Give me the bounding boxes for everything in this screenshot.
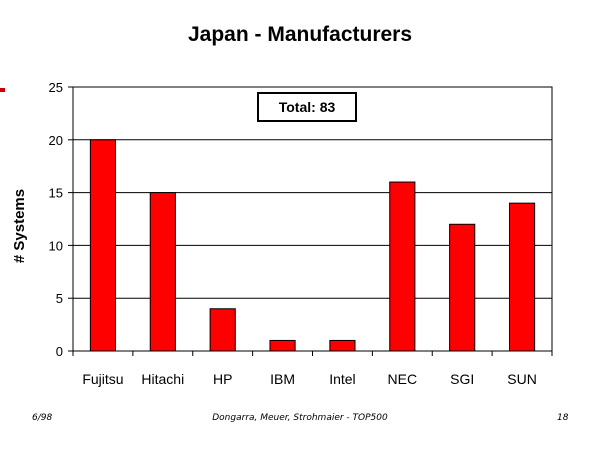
plot-area — [72, 86, 553, 352]
bar-sun — [508, 202, 536, 352]
bar-ibm — [269, 339, 296, 352]
footer-page-number: 18 — [557, 413, 569, 423]
x-axis-ticks: Fujitsu Hitachi HP IBM Intel NEC SGI SUN — [72, 351, 553, 387]
y-tick-label: 20 — [49, 133, 63, 148]
bar-sgi — [449, 223, 476, 352]
gridlines — [73, 139, 552, 299]
footer-authors: Dongarra, Meuer, Strohmaier - TOP500 — [212, 413, 388, 423]
x-tick-label: Fujitsu — [82, 371, 123, 387]
bar-hp — [209, 308, 236, 352]
chart-title: Japan - Manufacturers — [188, 23, 412, 46]
y-tick-label: 25 — [49, 80, 63, 95]
total-annotation: Total: 83 — [279, 99, 336, 115]
bars — [89, 139, 536, 352]
x-tick-label: Intel — [329, 371, 355, 387]
y-tick-label: 15 — [49, 186, 63, 201]
x-tick-label: Hitachi — [141, 371, 184, 387]
bar-hitachi — [149, 192, 176, 352]
x-tick-label: SUN — [507, 371, 537, 387]
x-tick-label: IBM — [270, 371, 295, 387]
x-tick-label: SGI — [450, 371, 474, 387]
footer-date: 6/98 — [32, 413, 53, 423]
y-tick-label: 5 — [56, 291, 63, 306]
y-axis-label: # Systems — [11, 189, 28, 263]
bar-nec — [389, 181, 416, 352]
bar-intel — [329, 339, 356, 352]
y-axis-ticks: 0 5 10 15 20 25 — [49, 80, 73, 359]
bar-fujitsu — [89, 139, 117, 352]
total-annotation-box — [257, 92, 357, 122]
y-tick-label: 0 — [56, 344, 63, 359]
slide-accent-mark — [0, 88, 5, 92]
x-tick-label: NEC — [388, 371, 418, 387]
y-tick-label: 10 — [49, 238, 63, 253]
x-tick-label: HP — [213, 371, 232, 387]
